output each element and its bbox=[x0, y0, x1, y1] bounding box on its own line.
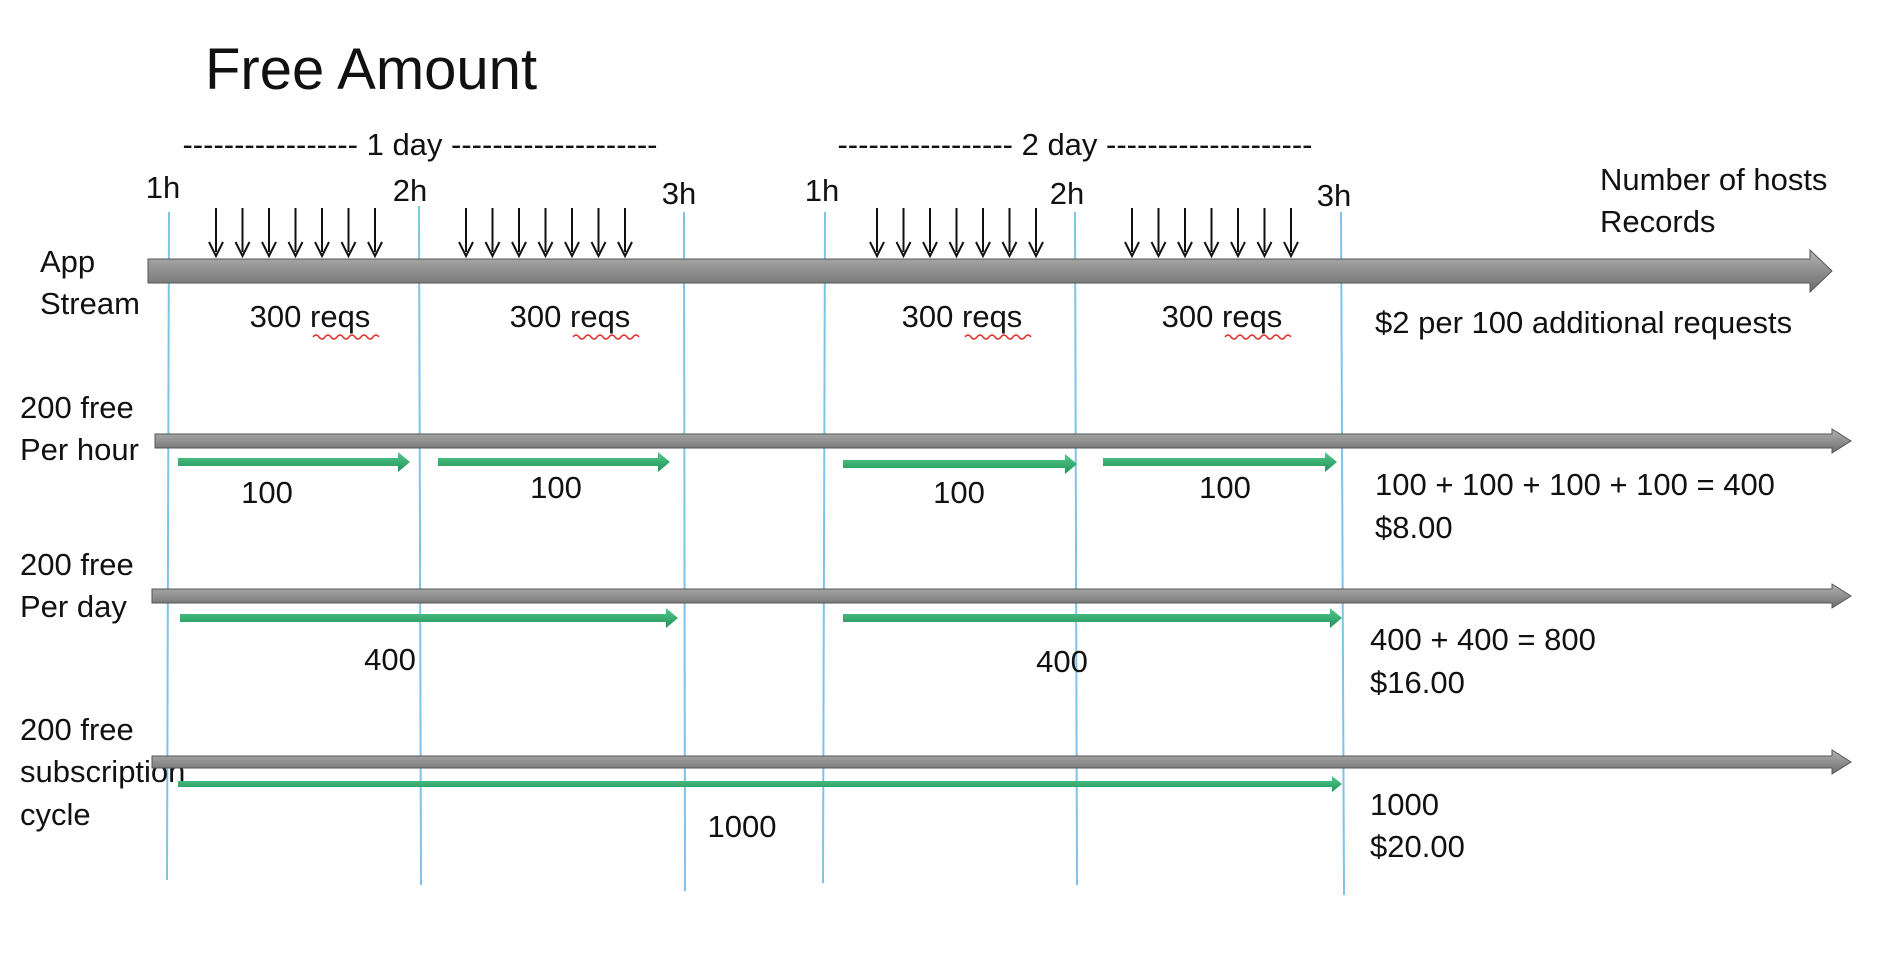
plan-day-label-line-2: Per day bbox=[20, 589, 127, 624]
down-arrow-icon bbox=[314, 208, 330, 259]
plan-hour-result-sum: 100 + 100 + 100 + 100 = 400 bbox=[1375, 467, 1775, 502]
down-arrow-icon bbox=[922, 208, 938, 259]
plan-cycle-label-line-3: cycle bbox=[20, 797, 91, 832]
spellcheck-underline bbox=[572, 334, 640, 340]
down-arrow-icon bbox=[511, 208, 527, 259]
allowance-arrow bbox=[843, 454, 1077, 474]
allowance-arrow bbox=[178, 776, 1342, 792]
hour-requests-label: 300 reqs bbox=[902, 299, 1023, 334]
allowance-label: 100 bbox=[241, 475, 293, 510]
hour-marker-line bbox=[418, 205, 422, 886]
allowance-arrow bbox=[843, 608, 1342, 628]
plan-hour-label-line-1: 200 free bbox=[20, 390, 134, 425]
down-arrow-icon bbox=[537, 208, 554, 259]
down-arrow-icon bbox=[261, 208, 277, 259]
down-arrow-icon bbox=[234, 208, 251, 259]
down-arrow-icon bbox=[1001, 208, 1018, 259]
tick-label-day1-2h: 2h bbox=[393, 173, 427, 208]
down-arrow-icon bbox=[1256, 208, 1273, 259]
tick-label-day1-3h: 3h bbox=[662, 176, 696, 211]
allowance-label: 100 bbox=[530, 470, 582, 505]
hour-marker-line bbox=[683, 211, 686, 892]
request-arrows-group bbox=[208, 208, 1299, 259]
down-arrow-icon bbox=[458, 208, 474, 259]
down-arrow-icon bbox=[1028, 208, 1044, 259]
down-arrow-icon bbox=[208, 208, 224, 259]
allowance-arrow bbox=[438, 452, 670, 472]
plan-hour-label-line-2: Per hour bbox=[20, 432, 139, 467]
allowance-arrow bbox=[180, 608, 678, 628]
hour-marker-line bbox=[166, 211, 170, 881]
legend-number-of-hosts: Number of hosts bbox=[1600, 162, 1827, 197]
hour-requests-label: 300 reqs bbox=[250, 299, 371, 334]
hour-marker-line bbox=[1340, 211, 1345, 896]
tick-label-day2-1h: 1h bbox=[805, 173, 839, 208]
stream-label-line-2: Stream bbox=[40, 286, 140, 321]
down-arrow-icon bbox=[617, 208, 633, 259]
spellcheck-underline bbox=[964, 334, 1032, 340]
plan-cycle-result-sum: 1000 bbox=[1370, 787, 1439, 822]
down-arrow-icon bbox=[1203, 208, 1220, 259]
down-arrow-icon bbox=[590, 208, 607, 259]
period-label-2-day: ----------------- 2 day ----------------… bbox=[837, 127, 1312, 162]
spellcheck-underline bbox=[1224, 334, 1292, 340]
down-arrow-icon bbox=[1150, 208, 1167, 259]
down-arrow-icon bbox=[1230, 208, 1246, 259]
tick-label-day1-1h: 1h bbox=[146, 170, 180, 205]
plan-cycle-result-cost: $20.00 bbox=[1370, 829, 1465, 864]
down-arrow-icon bbox=[869, 208, 885, 259]
spellcheck-underline bbox=[312, 334, 380, 340]
pricing-note: $2 per 100 additional requests bbox=[1375, 305, 1792, 340]
allowance-label: 400 bbox=[1036, 644, 1088, 679]
app-stream-timeline bbox=[147, 248, 1833, 294]
down-arrow-icon bbox=[564, 208, 580, 259]
plan-day-result-sum: 400 + 400 = 800 bbox=[1370, 622, 1596, 657]
tick-label-day2-3h: 3h bbox=[1317, 178, 1351, 213]
down-arrow-icon bbox=[367, 208, 383, 259]
down-arrow-icon bbox=[975, 208, 991, 259]
down-arrow-icon bbox=[340, 208, 357, 259]
down-arrow-icon bbox=[287, 208, 304, 259]
allowance-label: 1000 bbox=[708, 809, 777, 844]
allowance-label: 100 bbox=[1199, 470, 1251, 505]
down-arrow-icon bbox=[948, 208, 965, 259]
plan-cycle-label-line-1: 200 free bbox=[20, 712, 134, 747]
diagram-title: Free Amount bbox=[205, 37, 537, 102]
plan-day-timeline bbox=[151, 583, 1852, 609]
hour-requests-label: 300 reqs bbox=[510, 299, 631, 334]
hour-marker-line bbox=[1074, 211, 1078, 886]
period-label-1-day: ----------------- 1 day ----------------… bbox=[182, 127, 657, 162]
allowance-arrow bbox=[1103, 452, 1337, 472]
plan-hour-result-cost: $8.00 bbox=[1375, 510, 1453, 545]
allowance-label: 400 bbox=[364, 642, 416, 677]
allowance-arrow bbox=[178, 452, 410, 472]
allowance-label: 100 bbox=[933, 475, 985, 510]
plan-day-result-cost: $16.00 bbox=[1370, 665, 1465, 700]
down-arrow-icon bbox=[1124, 208, 1140, 259]
plan-hour-timeline bbox=[154, 428, 1852, 454]
plan-cycle-timeline bbox=[151, 749, 1852, 775]
legend-records: Records bbox=[1600, 204, 1715, 239]
hour-requests-label: 300 reqs bbox=[1162, 299, 1283, 334]
down-arrow-icon bbox=[484, 208, 501, 259]
tick-label-day2-2h: 2h bbox=[1050, 176, 1084, 211]
hour-marker-line bbox=[822, 211, 826, 884]
down-arrow-icon bbox=[1283, 208, 1299, 259]
stream-label-line-1: App bbox=[40, 244, 95, 279]
down-arrow-icon bbox=[1177, 208, 1193, 259]
plan-day-label-line-1: 200 free bbox=[20, 547, 134, 582]
down-arrow-icon bbox=[895, 208, 912, 259]
